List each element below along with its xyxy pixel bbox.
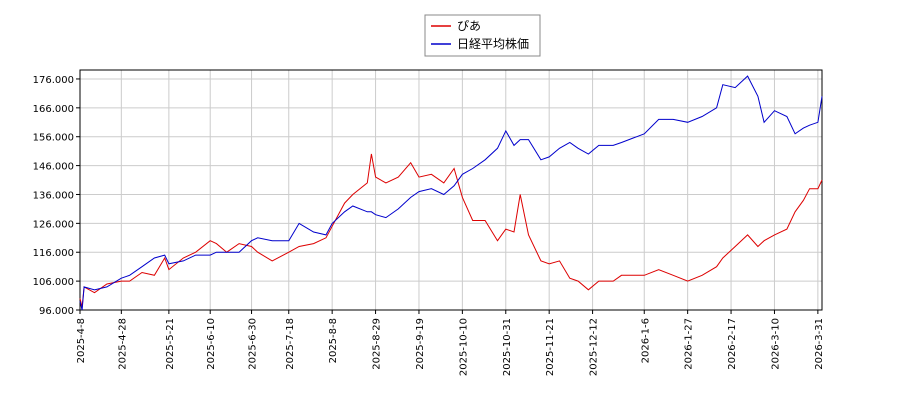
x-tick-label: 2025-8-29 (372, 318, 383, 370)
series-line (79, 153, 823, 308)
x-tick-label: 2025-5-21 (165, 318, 176, 370)
y-tick-label: 96.000 (39, 306, 74, 317)
x-tick-label: 2025-7-18 (285, 318, 296, 370)
x-tick-label: 2025-4-28 (117, 318, 128, 370)
x-tick-label: 2026-2-17 (727, 318, 738, 370)
y-tick-label: 136.000 (33, 190, 74, 201)
y-tick-label: 126.000 (33, 219, 74, 230)
x-tick-label: 2025-4-8 (76, 318, 87, 363)
legend-label: 日経平均株価 (457, 36, 529, 51)
x-tick-label: 2026-1-6 (640, 318, 651, 363)
y-tick-label: 116.000 (33, 248, 74, 259)
x-tick-label: 2026-3-10 (770, 318, 781, 370)
x-tick-label: 2026-3-31 (814, 318, 825, 370)
y-tick-label: 156.000 (33, 133, 74, 144)
x-tick-label: 2025-6-30 (248, 318, 259, 370)
legend-label: ぴあ (457, 19, 481, 33)
x-tick-label: 2025-10-10 (458, 318, 469, 376)
y-tick-label: 106.000 (33, 277, 74, 288)
plot-frame (79, 69, 823, 311)
series-line (79, 75, 823, 311)
x-tick-label: 2025-12-12 (589, 318, 600, 376)
y-tick-label: 166.000 (33, 104, 74, 115)
legend-box (424, 14, 541, 57)
x-tick-label: 2025-6-10 (206, 318, 217, 370)
x-tick-label: 2025-11-21 (545, 318, 556, 376)
x-tick-label: 2026-1-27 (684, 318, 695, 370)
x-tick-label: 2025-9-19 (415, 318, 426, 370)
x-tick-label: 2025-10-31 (502, 318, 513, 376)
x-tick-label: 2025-8-8 (328, 318, 339, 363)
y-tick-label: 176.000 (33, 75, 74, 86)
y-tick-label: 146.000 (33, 162, 74, 173)
